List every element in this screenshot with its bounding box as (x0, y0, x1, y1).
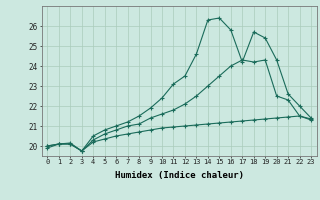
X-axis label: Humidex (Indice chaleur): Humidex (Indice chaleur) (115, 171, 244, 180)
